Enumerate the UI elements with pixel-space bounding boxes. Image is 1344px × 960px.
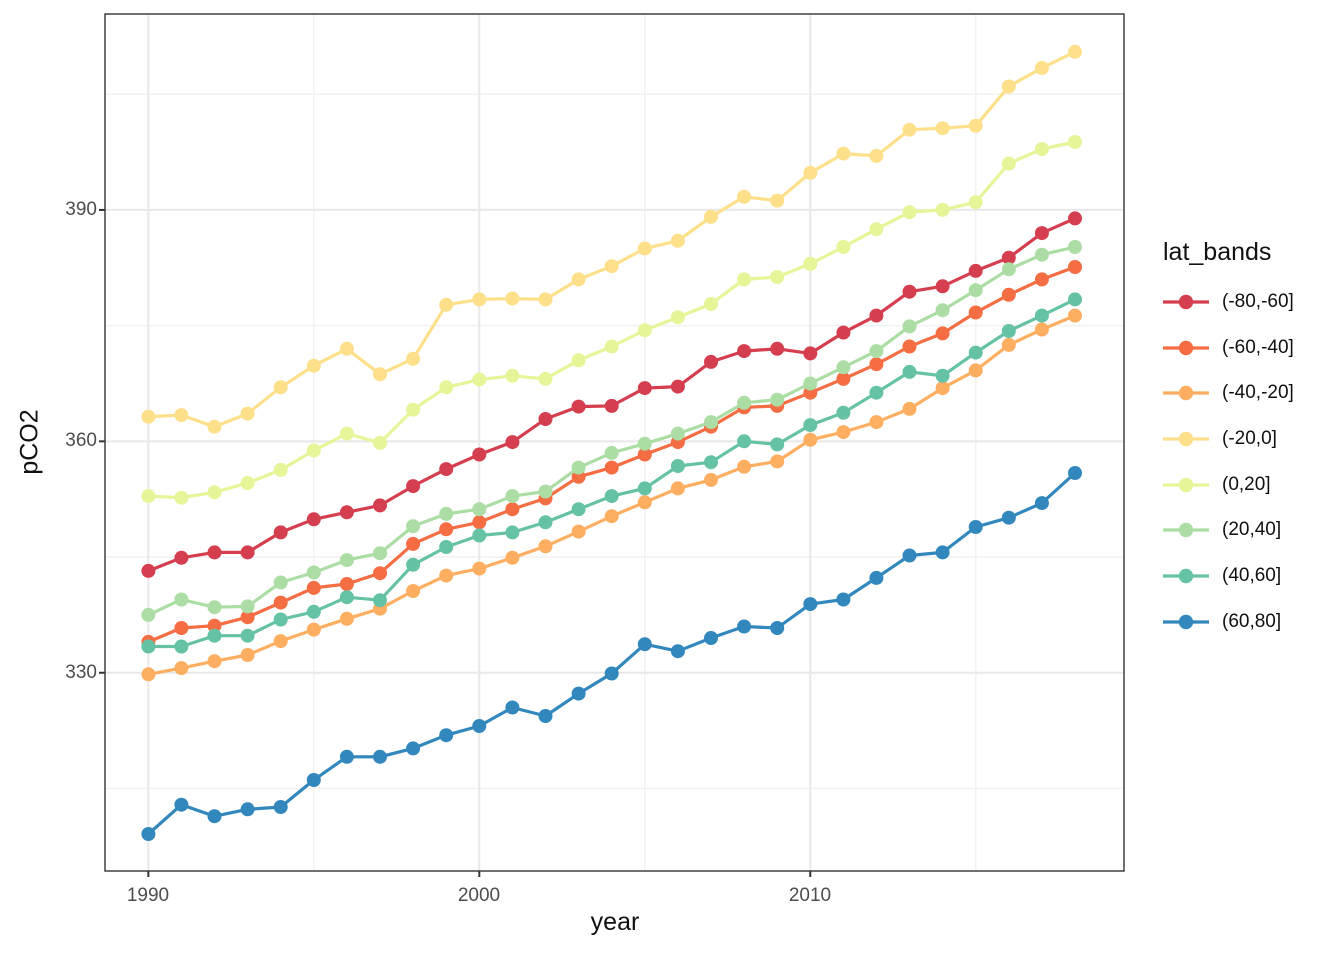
y-tick-label: 390: [65, 199, 97, 220]
legend-item: (-80,-60]: [1163, 287, 1294, 317]
legend-key-swatch: [1163, 294, 1209, 310]
legend-item: (40,60]: [1163, 561, 1294, 591]
x-tick-label: 2000: [457, 885, 501, 906]
legend: lat_bands (-80,-60] (-60,-40] (-40,-20] …: [1163, 238, 1294, 653]
x-tick-label: 2010: [788, 885, 832, 906]
legend-key-swatch: [1163, 431, 1209, 447]
legend-key-swatch: [1163, 568, 1209, 584]
legend-key-swatch: [1163, 340, 1209, 355]
legend-item: (-60,-40]: [1163, 333, 1294, 363]
legend-key-swatch: [1163, 614, 1209, 630]
legend-item: (60,80]: [1163, 607, 1294, 637]
legend-label: (-80,-60]: [1222, 291, 1294, 312]
legend-title: lat_bands: [1163, 238, 1272, 266]
legend-label: (60,80]: [1222, 610, 1282, 632]
legend-key-swatch: [1163, 477, 1209, 492]
legend-label: (-60,-40]: [1222, 336, 1294, 358]
x-tick-label: 1990: [126, 885, 170, 906]
legend-item: (0,20]: [1163, 470, 1294, 500]
legend-label: (-20,0]: [1222, 428, 1277, 450]
x-axis-title: year: [590, 908, 640, 936]
legend-label: (0,20]: [1222, 473, 1271, 495]
y-tick-label: 330: [65, 662, 97, 683]
y-axis-title: pCO2: [15, 409, 44, 475]
legend-label: (40,60]: [1222, 565, 1282, 587]
y-tick-label: 360: [65, 430, 97, 451]
legend-label: (-40,-20]: [1222, 382, 1294, 404]
legend-key-swatch: [1163, 523, 1209, 538]
legend-label: (20,40]: [1222, 519, 1282, 541]
legend-key-swatch: [1163, 386, 1209, 401]
legend-item: (20,40]: [1163, 515, 1294, 545]
legend-item: (-20,0]: [1163, 424, 1294, 454]
legend-item: (-40,-20]: [1163, 378, 1294, 408]
